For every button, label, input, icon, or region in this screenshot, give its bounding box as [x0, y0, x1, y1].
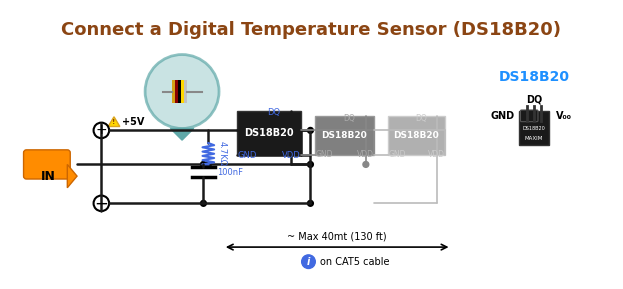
- Text: DS18B20: DS18B20: [523, 126, 546, 131]
- Polygon shape: [108, 117, 120, 127]
- Text: 4.7KΩ: 4.7KΩ: [218, 141, 227, 166]
- Polygon shape: [173, 80, 175, 103]
- Circle shape: [363, 162, 369, 167]
- Polygon shape: [520, 111, 549, 145]
- Text: i: i: [307, 257, 310, 267]
- Text: DS18B20: DS18B20: [394, 131, 439, 140]
- Polygon shape: [67, 164, 77, 188]
- Text: DS18B20: DS18B20: [321, 131, 368, 140]
- Text: GND: GND: [490, 111, 515, 121]
- Text: +5V: +5V: [121, 117, 144, 127]
- Text: VDD: VDD: [427, 150, 445, 159]
- Text: on CAT5 cable: on CAT5 cable: [320, 257, 389, 267]
- Text: GND: GND: [388, 150, 406, 159]
- Text: Connect a Digital Temperature Sensor (DS18B20): Connect a Digital Temperature Sensor (DS…: [62, 21, 561, 40]
- Text: +: +: [95, 123, 107, 137]
- Text: DQ: DQ: [416, 114, 427, 123]
- Text: DQ: DQ: [526, 94, 542, 104]
- Circle shape: [308, 162, 313, 167]
- Text: ~ Max 40mt (130 ft): ~ Max 40mt (130 ft): [287, 231, 387, 241]
- Polygon shape: [178, 80, 181, 103]
- Circle shape: [308, 127, 313, 133]
- Circle shape: [308, 200, 313, 206]
- Text: DQ: DQ: [267, 108, 280, 117]
- Text: MAXIM: MAXIM: [525, 136, 543, 141]
- Text: VDD: VDD: [282, 151, 301, 160]
- Polygon shape: [181, 80, 184, 103]
- Circle shape: [145, 55, 219, 128]
- FancyBboxPatch shape: [520, 110, 538, 122]
- Text: 100nF: 100nF: [217, 168, 243, 177]
- Text: VDD: VDD: [356, 150, 374, 159]
- Text: DS18B20: DS18B20: [498, 70, 569, 84]
- FancyBboxPatch shape: [237, 111, 301, 155]
- Text: GND: GND: [237, 151, 257, 160]
- FancyBboxPatch shape: [315, 116, 374, 155]
- Circle shape: [201, 162, 206, 167]
- Polygon shape: [184, 80, 187, 103]
- Polygon shape: [175, 80, 178, 103]
- Text: DS18B20: DS18B20: [244, 128, 294, 138]
- Polygon shape: [171, 128, 194, 140]
- Circle shape: [206, 162, 211, 167]
- Circle shape: [302, 255, 315, 268]
- Text: !: !: [112, 119, 116, 125]
- Text: IN: IN: [40, 170, 55, 183]
- FancyBboxPatch shape: [24, 150, 70, 179]
- Text: −: −: [95, 194, 108, 212]
- Text: V₀₀: V₀₀: [556, 111, 571, 121]
- FancyBboxPatch shape: [388, 116, 445, 155]
- Text: DQ: DQ: [343, 114, 355, 123]
- Circle shape: [201, 200, 206, 206]
- Text: GND: GND: [315, 150, 333, 159]
